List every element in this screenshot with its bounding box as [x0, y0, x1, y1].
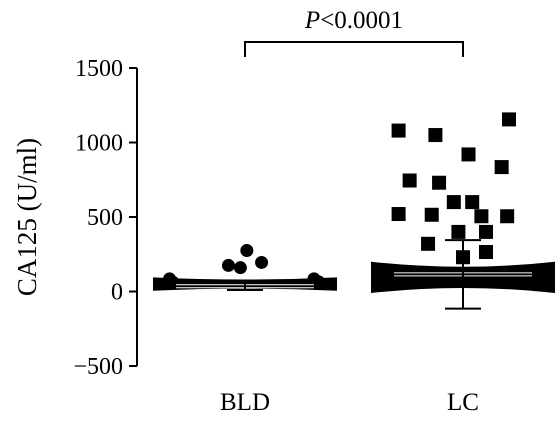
p-value-text: <0.0001: [320, 7, 403, 34]
data-point: [424, 207, 439, 222]
data-point: [494, 160, 509, 175]
p-value-symbol: P: [304, 7, 320, 34]
data-point: [474, 209, 489, 224]
p-value-label: P<0.0001: [304, 7, 403, 34]
y-tick-label: 1000: [75, 131, 123, 157]
data-point: [446, 195, 461, 210]
data-point: [479, 245, 493, 260]
significance-annotation: P<0.0001: [244, 7, 464, 57]
data-point: [402, 173, 417, 188]
data-point: [233, 261, 247, 275]
data-point: [502, 112, 516, 127]
y-tick-label: 0: [111, 280, 123, 306]
y-tick-label: 1500: [75, 56, 123, 82]
y-tick-label: 500: [87, 205, 123, 231]
data-point: [391, 207, 406, 222]
data-point: [312, 275, 326, 289]
data-point: [500, 209, 515, 224]
significance-bracket: [244, 41, 464, 57]
data-point: [421, 236, 436, 251]
y-tick-label: −500: [73, 354, 123, 380]
data-point: [240, 244, 254, 258]
data-point: [461, 147, 476, 162]
dense-bands: [153, 261, 555, 293]
data-point: [451, 224, 466, 239]
y-axis-title: CA125 (U/ml): [12, 138, 42, 296]
x-category-label: BLD: [220, 389, 270, 416]
data-point: [479, 224, 493, 239]
labels: CA125 (U/ml) BLD LC: [12, 138, 479, 416]
y-axis: −500 0 500 1000 1500: [73, 56, 138, 380]
x-category-label: LC: [447, 389, 479, 416]
data-point: [221, 258, 235, 272]
data-point: [428, 128, 443, 143]
data-point: [255, 255, 269, 269]
data-point: [391, 123, 406, 138]
data-point: [465, 195, 480, 210]
mean-sd-bars: [176, 239, 532, 310]
data-point: [432, 175, 447, 190]
